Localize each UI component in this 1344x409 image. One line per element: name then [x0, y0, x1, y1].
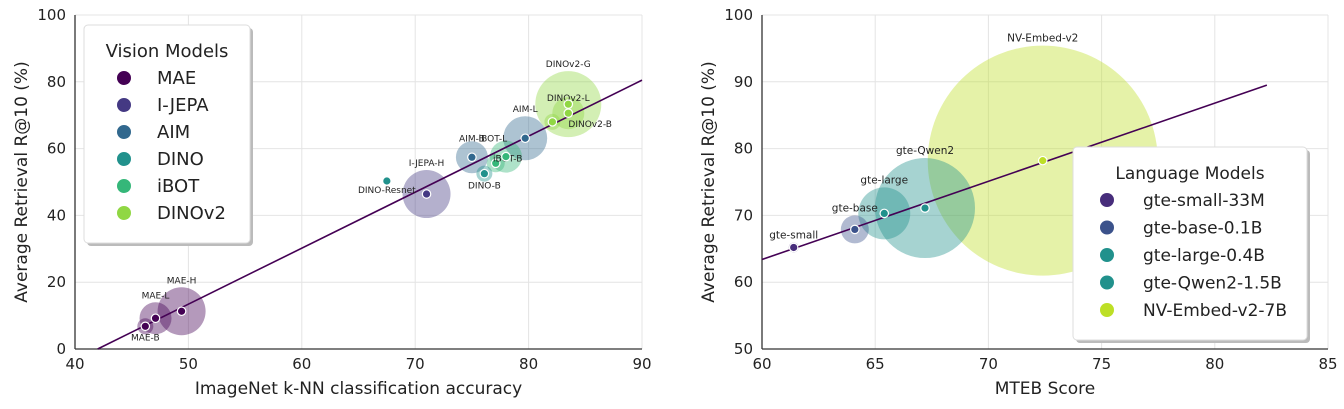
legend-entry: gte-Qwen2-1.5B — [1143, 274, 1282, 294]
legend-entry: MAE — [157, 68, 196, 89]
point-label: DINO-B — [468, 182, 501, 192]
point-label: MAE-H — [167, 276, 197, 286]
legend-marker — [1100, 275, 1114, 290]
legend-marker — [117, 152, 131, 166]
data-point — [850, 224, 860, 235]
x-axis-label: MTEB Score — [995, 379, 1095, 399]
legend-title: Language Models — [1115, 164, 1264, 184]
legend-entry: I-JEPA — [157, 95, 209, 116]
x-tick-label: 90 — [632, 355, 651, 373]
point-label: NV-Embed-v2 — [1007, 33, 1078, 45]
legend-entry: DINO — [157, 149, 204, 170]
point-label: DINOv2-B — [568, 120, 612, 130]
legend-marker — [117, 125, 131, 139]
legend-marker — [1100, 303, 1114, 317]
data-point — [1037, 155, 1048, 166]
y-tick-label: 100 — [724, 6, 753, 24]
y-tick-label: 0 — [56, 340, 66, 358]
x-tick-label: 80 — [1205, 355, 1224, 373]
x-tick-label: 70 — [406, 355, 425, 373]
point-label: gte-base — [832, 202, 878, 214]
x-tick-label: 60 — [752, 355, 771, 373]
x-tick-label: 85 — [1318, 355, 1337, 373]
data-point — [479, 168, 490, 179]
legend-entry: gte-small-33M — [1143, 191, 1265, 211]
x-tick-label: 75 — [1092, 355, 1111, 373]
point-label: gte-Qwen2 — [896, 145, 954, 157]
y-tick-label: 100 — [37, 6, 66, 24]
legend-marker — [1100, 248, 1114, 262]
legend-entry: NV-Embed-v2-7B — [1143, 301, 1287, 321]
legend-marker — [1100, 220, 1114, 235]
y-axis-label: Average Retrieval R@10 (%) — [699, 61, 719, 302]
point-label: AIM-L — [513, 105, 538, 115]
y-tick-label: 20 — [47, 273, 66, 291]
point-label: DINOv2-L — [547, 94, 590, 104]
legend-entry: DINOv2 — [157, 203, 226, 224]
data-point — [382, 176, 392, 186]
legend-entry: iBOT — [157, 176, 200, 197]
data-point — [788, 242, 799, 253]
data-point — [563, 99, 574, 109]
legend-marker — [1100, 193, 1114, 207]
data-point — [140, 321, 151, 332]
y-tick-label: 60 — [734, 273, 753, 291]
legend-marker — [117, 206, 131, 220]
point-label: DINOv2-G — [546, 60, 591, 70]
y-tick-label: 50 — [734, 340, 753, 358]
data-point — [547, 117, 558, 127]
x-tick-label: 50 — [179, 355, 198, 373]
legend-entry: gte-large-0.4B — [1143, 246, 1265, 266]
y-tick-label: 40 — [47, 206, 66, 224]
point-label: AIM-B — [459, 134, 485, 144]
y-tick-label: 60 — [47, 140, 66, 158]
data-point — [421, 189, 432, 199]
x-tick-label: 60 — [292, 355, 311, 373]
x-tick-label: 70 — [979, 355, 998, 373]
legend-title: Vision Models — [106, 41, 229, 62]
legend-marker — [117, 98, 131, 112]
data-point — [501, 151, 511, 162]
y-tick-label: 80 — [734, 140, 753, 158]
point-label: I-JEPA-H — [409, 159, 445, 169]
x-tick-label: 80 — [519, 355, 538, 373]
y-axis-label: Average Retrieval R@10 (%) — [12, 61, 32, 302]
point-label: DINO-Resnet — [358, 186, 416, 196]
y-tick-label: 80 — [47, 73, 66, 91]
y-tick-label: 70 — [734, 206, 753, 224]
data-point — [520, 133, 530, 144]
point-label: gte-small — [769, 229, 818, 241]
x-tick-label: 65 — [866, 355, 885, 373]
legend: Language Models gte-small-33M gte-base-0.1… — [1072, 146, 1310, 343]
point-label: gte-large — [860, 174, 908, 186]
data-point — [563, 108, 574, 118]
legend: Vision Models MAE I-JEPA AIM DINO iBOT DINOv2 — [83, 24, 253, 246]
legend-entry: AIM — [157, 122, 190, 143]
data-point — [150, 313, 161, 324]
legend-box — [1072, 146, 1308, 341]
point-label: MAE-B — [131, 333, 160, 343]
data-point — [920, 203, 930, 213]
x-axis-label: ImageNet k-NN classification accuracy — [195, 379, 522, 399]
chart-panel-1: 40 50 60 70 80 90 0 20 40 60 80 100 ImageNet k-NN cl… — [12, 6, 652, 399]
point-label: MAE-L — [142, 291, 170, 301]
legend-marker — [117, 179, 131, 193]
data-point — [490, 158, 501, 169]
legend-marker — [117, 71, 131, 85]
data-point — [176, 306, 187, 317]
trend-line — [761, 84, 1268, 261]
data-point — [467, 152, 477, 163]
legend-entry: gte-base-0.1B — [1143, 219, 1262, 239]
y-tick-label: 90 — [734, 73, 753, 91]
data-point — [879, 208, 890, 219]
x-tick-label: 40 — [65, 355, 84, 373]
point-label: iBOT-L — [479, 135, 508, 145]
